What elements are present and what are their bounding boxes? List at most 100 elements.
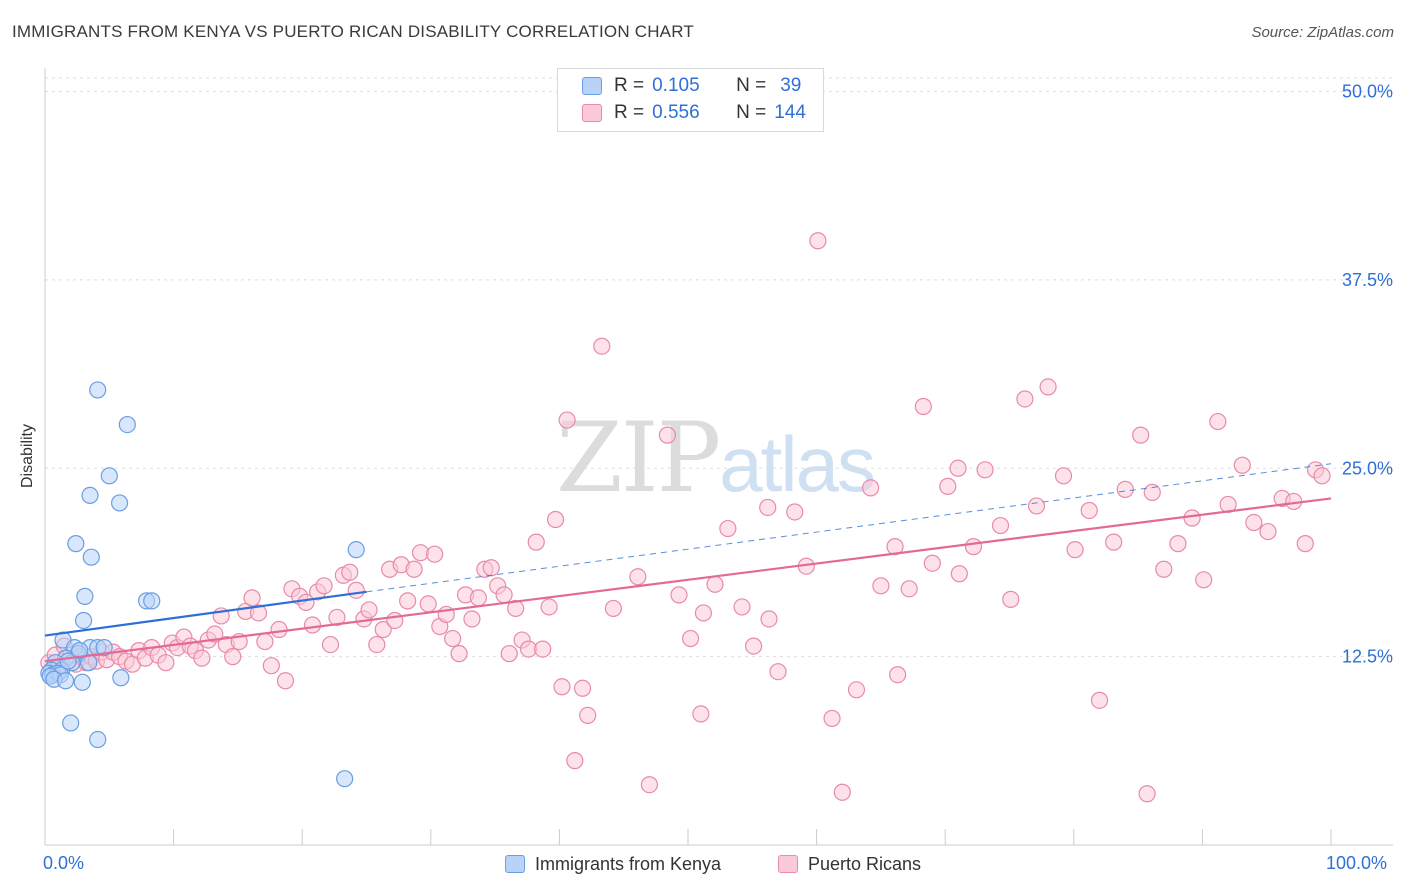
kenya-n-label: N = <box>736 75 766 97</box>
puerto-rican-point <box>257 634 273 650</box>
puerto-rican-point <box>787 504 803 520</box>
x-min-label: 0.0% <box>43 853 84 874</box>
kenya-point <box>63 715 79 731</box>
puerto-rican-point <box>1246 515 1262 531</box>
puerto-rican-point <box>873 578 889 594</box>
bottom-kenya-label: Immigrants from Kenya <box>535 854 721 875</box>
puerto-rican-point <box>316 578 332 594</box>
puerto-rican-point <box>1234 457 1250 473</box>
puerto-rican-point <box>901 581 917 597</box>
puerto-rican-point <box>977 462 993 478</box>
puerto-rican-point <box>158 655 174 671</box>
puerto-rican-point <box>322 637 338 653</box>
puerto-rican-point <box>1092 692 1108 708</box>
kenya-point <box>112 495 128 511</box>
kenya-point <box>76 612 92 628</box>
puerto-rican-point <box>225 649 241 665</box>
puerto-rican-point <box>630 569 646 585</box>
puerto-rican-point <box>770 664 786 680</box>
puerto-rican-point <box>535 641 551 657</box>
legend-row-kenya: R = 0.105 N = 39 <box>582 74 801 98</box>
correlation-legend: R = 0.105 N = 39 R = 0.556 N = 144 <box>557 68 824 132</box>
y-tick-label: 37.5% <box>1342 270 1393 290</box>
kenya-point <box>101 468 117 484</box>
puerto-rican-point <box>707 576 723 592</box>
puerto-rican-point <box>695 605 711 621</box>
puerto-rican-point <box>848 682 864 698</box>
puerto-rican-point <box>580 707 596 723</box>
puerto-rican-point <box>1003 591 1019 607</box>
puerto-rican-point <box>1210 414 1226 430</box>
puerto-rican-point <box>1156 561 1172 577</box>
puerto-rican-point <box>810 233 826 249</box>
puerto-rican-point <box>890 667 906 683</box>
puerto-rican-point <box>746 638 762 654</box>
puerto-rican-point <box>361 602 377 618</box>
puerto-rican-point <box>761 611 777 627</box>
puerto-rican-point <box>834 784 850 800</box>
puerto-r-value: 0.556 <box>652 102 722 124</box>
axis-layer <box>45 68 1393 845</box>
puerto-rican-point <box>451 646 467 662</box>
puerto-rican-point <box>992 518 1008 534</box>
puerto-rican-point <box>1029 498 1045 514</box>
puerto-rican-point <box>406 561 422 577</box>
puerto-rican-point <box>965 539 981 555</box>
puerto-rican-point <box>548 512 564 528</box>
puerto-rican-point <box>1170 536 1186 552</box>
puerto-rican-point <box>1081 502 1097 518</box>
kenya-swatch <box>582 77 602 95</box>
puerto-rican-point <box>1297 536 1313 552</box>
kenya-n-value: 39 <box>780 75 801 97</box>
puerto-rican-point <box>483 560 499 576</box>
puerto-rican-point <box>420 596 436 612</box>
y-tick-label: 50.0% <box>1342 82 1393 102</box>
puerto-rican-point <box>567 753 583 769</box>
puerto-rican-point <box>1184 510 1200 526</box>
kenya-point <box>113 670 129 686</box>
puerto-rican-point <box>464 611 480 627</box>
y-tick-label: 25.0% <box>1342 458 1393 478</box>
puerto-swatch <box>582 104 602 122</box>
puerto-rican-point <box>575 680 591 696</box>
kenya-point <box>348 542 364 558</box>
puerto-rican-point <box>277 673 293 689</box>
bottom-legend-kenya: Immigrants from Kenya <box>505 852 721 876</box>
puerto-rican-point <box>244 590 260 606</box>
kenya-point <box>119 417 135 433</box>
puerto-rican-point <box>659 427 675 443</box>
puerto-rican-point <box>528 534 544 550</box>
puerto-rican-point <box>427 546 443 562</box>
puerto-rican-point <box>1144 484 1160 500</box>
kenya-point <box>68 536 84 552</box>
puerto-n-label: N = <box>736 102 766 124</box>
puerto-rican-point <box>951 566 967 582</box>
kenya-point <box>90 732 106 748</box>
puerto-rican-point <box>559 412 575 428</box>
kenya-point <box>144 593 160 609</box>
puerto-rican-point <box>1040 379 1056 395</box>
puerto-rican-point <box>1196 572 1212 588</box>
puerto-rican-point <box>683 631 699 647</box>
puerto-rican-point <box>1067 542 1083 558</box>
bottom-legend-puerto: Puerto Ricans <box>778 852 921 876</box>
kenya-point <box>77 588 93 604</box>
puerto-rican-point <box>369 637 385 653</box>
puerto-rican-point <box>263 658 279 674</box>
puerto-rican-point <box>594 338 610 354</box>
puerto-rican-point <box>554 679 570 695</box>
kenya-point <box>58 673 74 689</box>
puerto-r-label: R = <box>614 102 644 124</box>
puerto-rican-point <box>641 777 657 793</box>
puerto-rican-point <box>605 600 621 616</box>
puerto-rican-point <box>1056 468 1072 484</box>
puerto-rican-point <box>863 480 879 496</box>
bottom-puerto-label: Puerto Ricans <box>808 854 921 875</box>
puerto-rican-point <box>1133 427 1149 443</box>
puerto-rican-point <box>915 398 931 414</box>
tick-labels: 12.5% 25.0% 37.5% 50.0% <box>1342 82 1393 667</box>
kenya-point <box>90 382 106 398</box>
kenya-r-value: 0.105 <box>652 75 722 97</box>
puerto-rican-points <box>41 233 1330 802</box>
puerto-rican-point <box>541 599 557 615</box>
